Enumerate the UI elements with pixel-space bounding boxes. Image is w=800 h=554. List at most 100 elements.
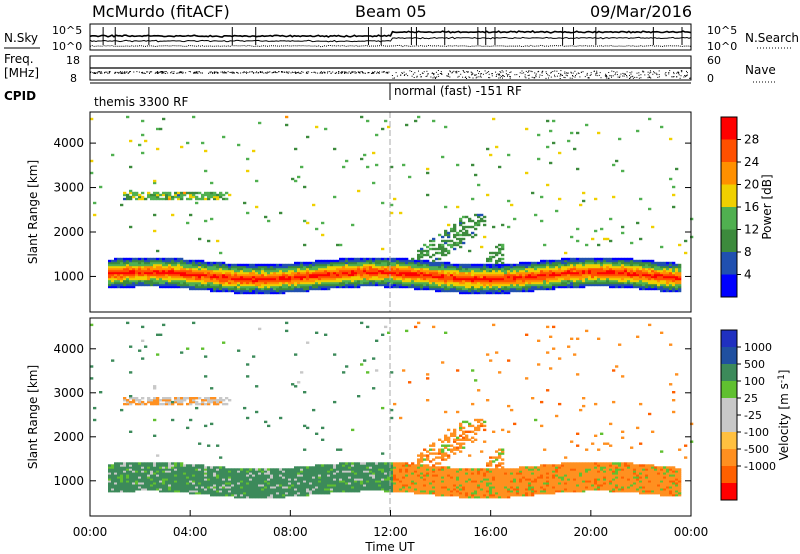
power-cell [675, 277, 679, 281]
power-cell [567, 265, 571, 269]
power-cell [636, 129, 640, 133]
power-cell [540, 279, 544, 283]
power-cell [135, 279, 139, 283]
power-cell [168, 279, 172, 283]
power-cell [261, 279, 265, 283]
nave-dot [231, 71, 233, 73]
power-cell [216, 271, 220, 275]
power-cell [249, 279, 253, 283]
power-cell [558, 197, 562, 201]
velocity-cell [210, 476, 214, 479]
power-cell [516, 283, 520, 287]
power-cell [306, 221, 310, 225]
power-cell [312, 271, 316, 275]
velocity-cell [168, 484, 172, 487]
velocity-cell [120, 486, 124, 489]
power-cell [294, 147, 298, 151]
velocity-cell [222, 468, 226, 471]
power-cell [612, 261, 616, 265]
power-cell [471, 289, 475, 293]
velocity-cell [192, 399, 196, 402]
power-cell [522, 261, 526, 265]
velocity-cell [243, 480, 247, 483]
nave-dot [650, 77, 652, 79]
velocity-cell [171, 478, 175, 481]
velocity-cell [189, 476, 193, 479]
velocity-cell [132, 462, 136, 465]
nave-dot [105, 71, 107, 73]
power-cell [570, 267, 574, 271]
power-cell [549, 129, 553, 133]
velocity-cell [159, 488, 163, 491]
nave-dot [560, 73, 562, 75]
power-cell [150, 279, 154, 283]
nave-dot [92, 72, 94, 74]
power-cell [216, 289, 220, 293]
power-cell [261, 287, 265, 291]
power-cell [666, 275, 670, 279]
power-cell [639, 261, 643, 265]
velocity-cell [189, 418, 193, 422]
power-cell [678, 263, 682, 267]
power-cell [234, 289, 238, 293]
power-cell [264, 263, 268, 267]
power-cell [153, 195, 157, 199]
power-cell [228, 269, 232, 273]
velocity-cell [216, 400, 220, 404]
power-cell [423, 285, 427, 289]
power-cell [471, 283, 475, 287]
power-cell [465, 277, 469, 281]
power-cell [363, 267, 367, 271]
power-cell [666, 273, 670, 277]
power-cell [195, 197, 199, 201]
velocity-cell [153, 470, 157, 473]
nave-dot [108, 71, 110, 72]
power-cell [486, 265, 490, 269]
power-cell [552, 277, 556, 281]
power-cell [144, 263, 148, 267]
power-cell [501, 257, 505, 261]
power-cell [270, 267, 274, 271]
velocity-cell [120, 466, 124, 469]
nave-dot [509, 76, 511, 77]
cpid-panel: CPID themis 3300 RF normal (fast) -151 R… [4, 82, 691, 109]
nave-dot [90, 71, 92, 73]
power-cell [558, 273, 562, 277]
velocity-cell [168, 480, 172, 483]
power-cell [186, 191, 190, 195]
power-cell [498, 277, 502, 281]
power-cell [402, 277, 406, 281]
power-cell [333, 269, 337, 273]
power-cell [165, 275, 169, 279]
velocity-cell [153, 434, 157, 437]
velocity-cell [198, 472, 202, 475]
velocity-cell [192, 490, 196, 493]
power-cell [624, 275, 628, 279]
velocity-cell [195, 464, 199, 467]
velocity-cell [219, 456, 223, 459]
nave-dot [383, 71, 385, 73]
power-cell [255, 267, 259, 271]
power-cell [513, 269, 517, 273]
power-cell [582, 271, 586, 275]
power-cell [393, 267, 397, 271]
power-cell [153, 267, 157, 271]
velocity-cell [162, 402, 166, 406]
nave-dot [535, 73, 537, 75]
power-cell [405, 283, 409, 287]
power-cell [573, 257, 577, 261]
power-cell [129, 261, 133, 265]
power-cell [447, 249, 451, 253]
power-cell [264, 265, 268, 269]
power-cell [618, 273, 622, 277]
velocity-cell [249, 468, 253, 471]
power-cell [510, 285, 514, 289]
power-cell [525, 263, 529, 267]
velocity-cell [162, 474, 166, 477]
nave-dot [368, 72, 370, 74]
power-cell [597, 269, 601, 273]
power-cell [402, 271, 406, 275]
nave-dot [437, 73, 439, 75]
power-cell [501, 275, 505, 279]
